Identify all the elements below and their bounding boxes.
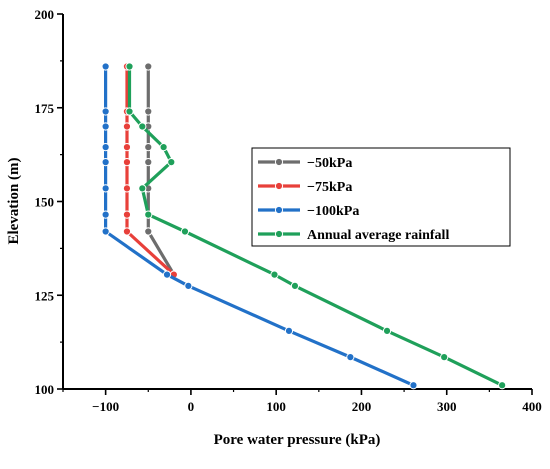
data-point <box>144 158 153 167</box>
data-point <box>440 353 449 362</box>
legend-item: Annual average rainfall <box>258 228 449 243</box>
data-point <box>125 62 134 71</box>
data-point <box>180 227 190 236</box>
y-tick-label: 100 <box>35 382 55 397</box>
series-1 <box>122 62 178 279</box>
data-point <box>122 122 132 131</box>
data-point <box>122 227 132 236</box>
data-point <box>144 210 153 219</box>
legend: −50kPa −75kPa −100kPa Annual average rainfa… <box>251 147 511 247</box>
x-tick-label: 300 <box>437 399 457 414</box>
data-point <box>290 281 300 290</box>
data-point <box>498 381 507 390</box>
data-point <box>162 270 172 279</box>
data-point <box>284 326 294 335</box>
y-tick-label: 175 <box>35 101 55 116</box>
legend-item: −100kPa <box>258 204 359 219</box>
data-point <box>101 122 110 131</box>
y-tick-label: 200 <box>35 7 55 22</box>
y-tick-label: 125 <box>35 288 55 303</box>
data-point <box>122 210 132 219</box>
series-2 <box>101 62 418 390</box>
data-point <box>184 281 193 290</box>
plot-series <box>101 62 507 390</box>
data-point <box>101 210 110 219</box>
legend-label: Annual average rainfall <box>307 228 449 243</box>
data-point <box>101 158 110 167</box>
data-point <box>159 143 168 152</box>
data-point <box>122 158 132 167</box>
legend-swatch-marker <box>274 205 284 215</box>
legend-label: −100kPa <box>307 204 359 219</box>
legend-item: −75kPa <box>258 180 352 195</box>
data-point <box>138 122 147 131</box>
legend-swatch-marker <box>274 229 284 239</box>
data-point <box>167 158 176 167</box>
data-point <box>138 184 147 193</box>
data-point <box>144 107 153 116</box>
axes: −100 0 100 200 300 400 100 125 150 175 200 <box>35 7 542 414</box>
y-tick-label: 150 <box>35 195 55 210</box>
data-point <box>144 143 153 152</box>
legend-swatch-marker <box>274 157 284 167</box>
legend-label: −50kPa <box>307 156 352 171</box>
data-point <box>125 107 134 116</box>
data-point <box>270 270 279 279</box>
y-axis-title: Elevation (m) <box>6 157 22 244</box>
x-tick-label: −100 <box>92 399 119 414</box>
data-point <box>144 227 153 236</box>
data-point <box>409 381 418 390</box>
data-point <box>346 353 355 362</box>
data-point <box>101 62 110 71</box>
data-point <box>101 227 110 236</box>
data-point <box>382 326 392 335</box>
x-tick-label: 100 <box>266 399 286 414</box>
x-tick-label: 200 <box>352 399 372 414</box>
data-point <box>101 143 110 152</box>
x-axis-title: Pore water pressure (kPa) <box>214 432 381 448</box>
legend-box <box>251 147 511 247</box>
legend-item: −50kPa <box>258 156 352 171</box>
legend-swatch-marker <box>274 181 284 191</box>
series-3 <box>125 62 507 390</box>
legend-label: −75kPa <box>307 180 352 195</box>
x-tick-label: 0 <box>188 399 195 414</box>
data-point <box>144 62 153 71</box>
data-point <box>122 184 132 193</box>
series-line <box>125 66 175 276</box>
data-point <box>101 184 110 193</box>
data-point <box>101 107 110 116</box>
x-tick-label: 400 <box>522 399 542 414</box>
data-point <box>122 143 132 152</box>
